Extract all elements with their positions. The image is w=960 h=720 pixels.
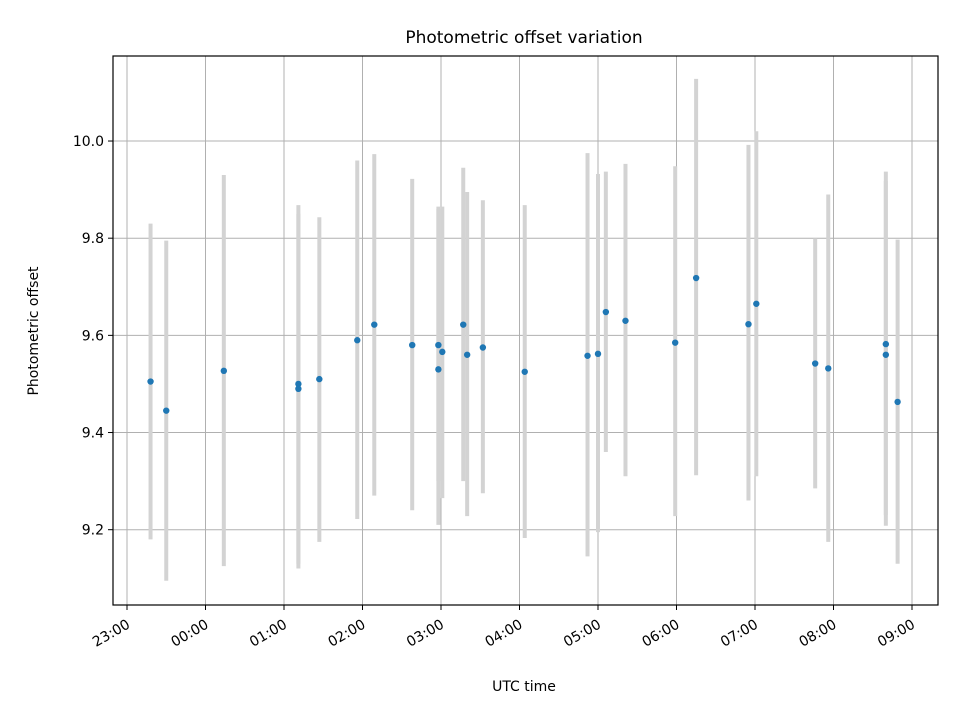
data-point	[435, 341, 442, 349]
data-point	[163, 407, 170, 414]
data-point	[811, 360, 819, 367]
data-point	[602, 308, 610, 316]
y-tick-label: 9.2	[82, 523, 104, 539]
data-point	[882, 340, 890, 348]
data-point	[354, 337, 361, 344]
data-points	[147, 274, 901, 414]
data-point	[463, 351, 471, 358]
data-point	[622, 317, 629, 324]
data-point	[671, 339, 679, 346]
plot-frame	[112, 55, 939, 606]
y-axis-label: Photometric offset	[26, 266, 42, 396]
data-point	[220, 367, 228, 375]
data-point	[594, 350, 602, 358]
data-point	[435, 366, 442, 373]
data-point	[894, 398, 901, 406]
x-axis-label: UTC time	[492, 679, 556, 695]
y-tick-label: 9.4	[82, 426, 104, 442]
data-point	[316, 375, 323, 383]
data-point	[753, 300, 760, 307]
data-point	[295, 380, 302, 388]
data-point	[584, 352, 591, 359]
data-point	[479, 344, 487, 351]
data-point	[521, 368, 528, 375]
y-tick-label: 9.6	[82, 328, 104, 344]
data-point	[439, 348, 446, 356]
data-point	[460, 321, 467, 328]
chart-title: Photometric offset variation	[405, 28, 642, 48]
data-point	[147, 378, 154, 385]
data-point	[295, 385, 302, 393]
data-point	[882, 351, 890, 358]
data-point	[745, 320, 752, 328]
data-point	[825, 365, 832, 372]
y-tick-label: 9.8	[82, 231, 104, 247]
y-tick-label: 10.0	[73, 134, 104, 150]
data-point	[371, 321, 378, 328]
y-axis-ticks: 9.2 9.4 9.6 9.8 10.0	[73, 134, 113, 539]
data-point	[692, 274, 700, 282]
data-point	[409, 341, 416, 349]
